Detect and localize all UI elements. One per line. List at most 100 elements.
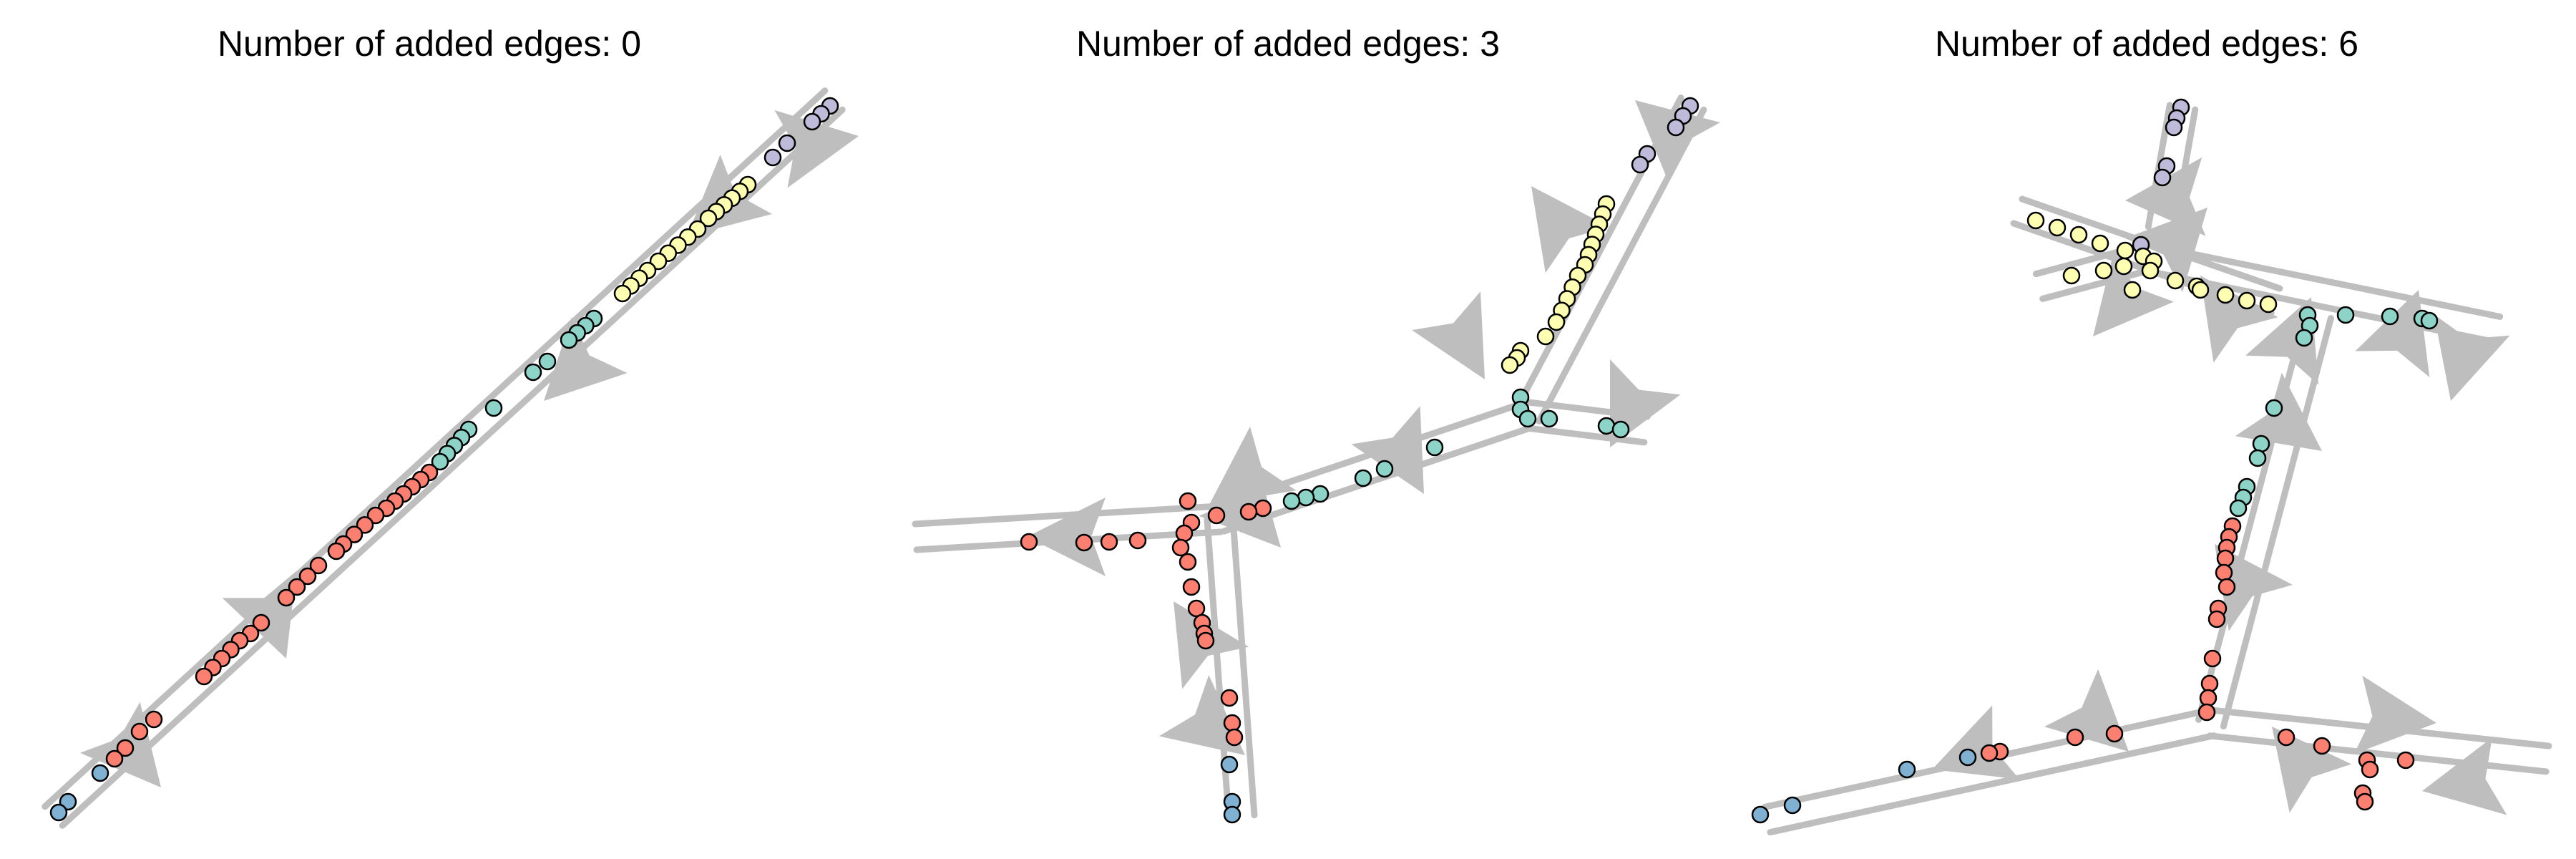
cell-node: [1220, 755, 1239, 774]
cell-node: [2361, 760, 2379, 779]
cell-node: [2216, 549, 2235, 568]
edge-rail: [2220, 315, 2334, 730]
cell-node: [524, 363, 542, 382]
edge-rail: [42, 87, 829, 810]
direction-arrow: [1412, 291, 1485, 379]
direction-arrow: [2355, 290, 2430, 378]
cell-node: [1536, 327, 1555, 346]
panel-title-0: Number of added edges: 0: [217, 24, 642, 64]
direction-arrow: [2124, 208, 2207, 292]
cell-node: [1783, 796, 1802, 815]
cell-node: [2356, 792, 2374, 811]
direction-arrow: [1351, 406, 1424, 494]
cell-node: [2265, 399, 2283, 417]
cell-node: [613, 284, 632, 303]
edge-rail: [2146, 241, 2504, 320]
cell-node: [2381, 307, 2399, 326]
cell-node: [1128, 531, 1147, 550]
cell-node: [2259, 295, 2278, 314]
cell-node: [2313, 737, 2331, 755]
direction-arrow: [1531, 186, 1609, 273]
direction-arrow: [2434, 314, 2510, 401]
cell-node: [1282, 492, 1301, 510]
cell-node: [1297, 488, 1315, 507]
panel-title-6: Number of added edges: 6: [1934, 24, 2359, 64]
cell-node: [2216, 286, 2235, 304]
cell-node: [2066, 728, 2084, 747]
cell-node: [1980, 744, 1999, 762]
cell-node: [2105, 724, 2124, 743]
cell-node: [1100, 533, 1118, 551]
direction-arrow: [2353, 675, 2436, 754]
direction-arrow: [1158, 674, 1245, 755]
cell-node: [49, 803, 68, 822]
cell-node: [288, 578, 306, 596]
cell-node: [2062, 266, 2081, 285]
cell-node: [252, 613, 270, 632]
cell-node: [91, 764, 109, 782]
cell-node: [1175, 524, 1194, 543]
cell-node: [145, 710, 163, 729]
cell-node: [366, 506, 385, 525]
cell-node: [327, 542, 346, 560]
cell-node: [1187, 599, 1206, 618]
cell-node: [2207, 610, 2226, 629]
cell-node: [1223, 805, 1241, 824]
direction-arrow: [1209, 427, 1297, 505]
panel-title-3: Number of added edges: 3: [1075, 24, 1501, 64]
cell-node: [2215, 563, 2233, 582]
direction-arrow: [1027, 498, 1106, 576]
cell-node: [1207, 506, 1226, 525]
cell-node: [431, 452, 449, 471]
cell-node: [484, 399, 503, 417]
cell-node: [2336, 306, 2355, 324]
cell-node: [2048, 218, 2067, 237]
cell-node: [2116, 241, 2135, 260]
cell-node: [1182, 578, 1201, 596]
cell-node: [2165, 118, 2183, 137]
cell-node: [763, 148, 782, 167]
cell-node: [2191, 281, 2210, 299]
cell-node: [1958, 748, 1977, 767]
edge-rail: [2206, 732, 2550, 775]
cell-node: [1196, 631, 1215, 650]
direction-arrow: [2215, 544, 2293, 631]
direction-arrow: [774, 110, 859, 188]
cell-node: [116, 739, 135, 757]
edge-rail: [1204, 516, 1232, 820]
cell-node: [1597, 417, 1616, 435]
cell-node: [1179, 553, 1197, 571]
cell-node: [2420, 311, 2439, 330]
cell-node: [2091, 234, 2109, 253]
cell-node: [130, 722, 149, 741]
cell-node: [277, 588, 296, 607]
cell-node: [1501, 356, 1519, 374]
cell-node: [2248, 449, 2267, 467]
cell-node: [195, 667, 213, 686]
edge-rail: [912, 503, 1223, 528]
cell-node: [2069, 225, 2088, 244]
cell-node: [2252, 435, 2270, 453]
cell-node: [1667, 118, 1685, 137]
cell-layer: [49, 97, 2439, 824]
cell-node: [2026, 211, 2045, 230]
cell-node: [309, 556, 328, 575]
edge-rail: [1767, 732, 2218, 836]
cell-node: [1354, 469, 1372, 487]
cell-node: [2123, 281, 2142, 299]
cell-node: [1898, 760, 1916, 779]
cell-node: [2199, 689, 2218, 707]
direction-arrow: [1932, 705, 2020, 780]
cell-node: [1631, 155, 1649, 174]
cell-node: [1075, 533, 1093, 552]
cell-node: [356, 516, 374, 534]
cell-node: [2197, 703, 2216, 722]
cell-node: [1547, 313, 1566, 331]
direction-arrow: [1635, 100, 1721, 182]
cell-node: [560, 331, 578, 349]
cell-node: [1518, 409, 1537, 428]
cell-node: [1171, 538, 1190, 557]
cell-node: [345, 525, 364, 543]
cell-node: [2094, 261, 2113, 280]
